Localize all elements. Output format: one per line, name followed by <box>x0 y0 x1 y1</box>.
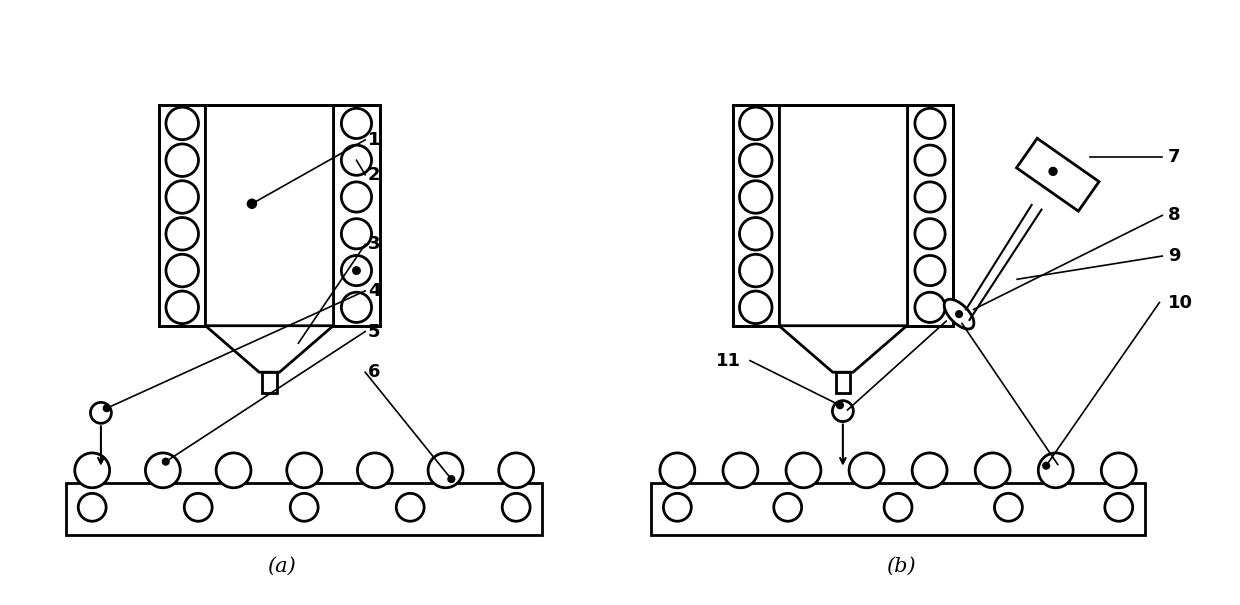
Circle shape <box>502 493 531 522</box>
Bar <box>334 105 379 325</box>
Circle shape <box>357 453 392 488</box>
Text: (a): (a) <box>267 557 295 577</box>
Bar <box>906 105 954 325</box>
Circle shape <box>836 401 844 410</box>
Bar <box>836 372 851 393</box>
Text: 11: 11 <box>717 352 742 370</box>
Bar <box>206 105 334 325</box>
Circle shape <box>994 493 1022 522</box>
Circle shape <box>723 453 758 488</box>
Circle shape <box>448 475 455 483</box>
Bar <box>159 105 206 325</box>
Circle shape <box>1038 453 1073 488</box>
Bar <box>779 105 906 325</box>
Circle shape <box>290 493 319 522</box>
Circle shape <box>1042 462 1050 469</box>
Circle shape <box>774 493 801 522</box>
Bar <box>159 105 379 325</box>
Bar <box>262 372 277 393</box>
Circle shape <box>161 457 170 466</box>
Bar <box>651 483 1145 535</box>
Circle shape <box>428 453 463 488</box>
Circle shape <box>216 453 250 488</box>
Circle shape <box>1048 167 1058 176</box>
Circle shape <box>247 198 257 209</box>
Text: (b): (b) <box>887 557 916 577</box>
Text: 3: 3 <box>368 235 381 253</box>
Circle shape <box>498 453 533 488</box>
Circle shape <box>1101 453 1136 488</box>
Circle shape <box>286 453 321 488</box>
Polygon shape <box>206 325 334 372</box>
Circle shape <box>185 493 212 522</box>
Circle shape <box>849 453 884 488</box>
Circle shape <box>145 453 180 488</box>
Circle shape <box>832 401 853 422</box>
Circle shape <box>955 310 963 318</box>
Polygon shape <box>779 325 906 372</box>
Text: 10: 10 <box>1168 293 1193 312</box>
Text: 7: 7 <box>1168 148 1180 166</box>
Text: 6: 6 <box>368 363 381 381</box>
Circle shape <box>975 453 1011 488</box>
Text: 9: 9 <box>1168 247 1180 265</box>
Text: 5: 5 <box>368 322 381 341</box>
Circle shape <box>884 493 911 522</box>
Circle shape <box>74 453 109 488</box>
Bar <box>1017 139 1099 211</box>
Circle shape <box>660 453 694 488</box>
Bar <box>66 483 542 535</box>
Bar <box>733 105 779 325</box>
Circle shape <box>103 404 110 412</box>
Ellipse shape <box>944 299 973 329</box>
Text: 4: 4 <box>368 282 381 300</box>
Circle shape <box>78 493 107 522</box>
Circle shape <box>397 493 424 522</box>
Circle shape <box>1105 493 1132 522</box>
Circle shape <box>91 402 112 424</box>
Circle shape <box>352 266 361 275</box>
Text: 8: 8 <box>1168 206 1180 224</box>
Text: 2: 2 <box>368 166 381 184</box>
Circle shape <box>786 453 821 488</box>
Bar <box>733 105 954 325</box>
Circle shape <box>663 493 691 522</box>
Circle shape <box>913 453 947 488</box>
Text: 1: 1 <box>368 131 381 149</box>
